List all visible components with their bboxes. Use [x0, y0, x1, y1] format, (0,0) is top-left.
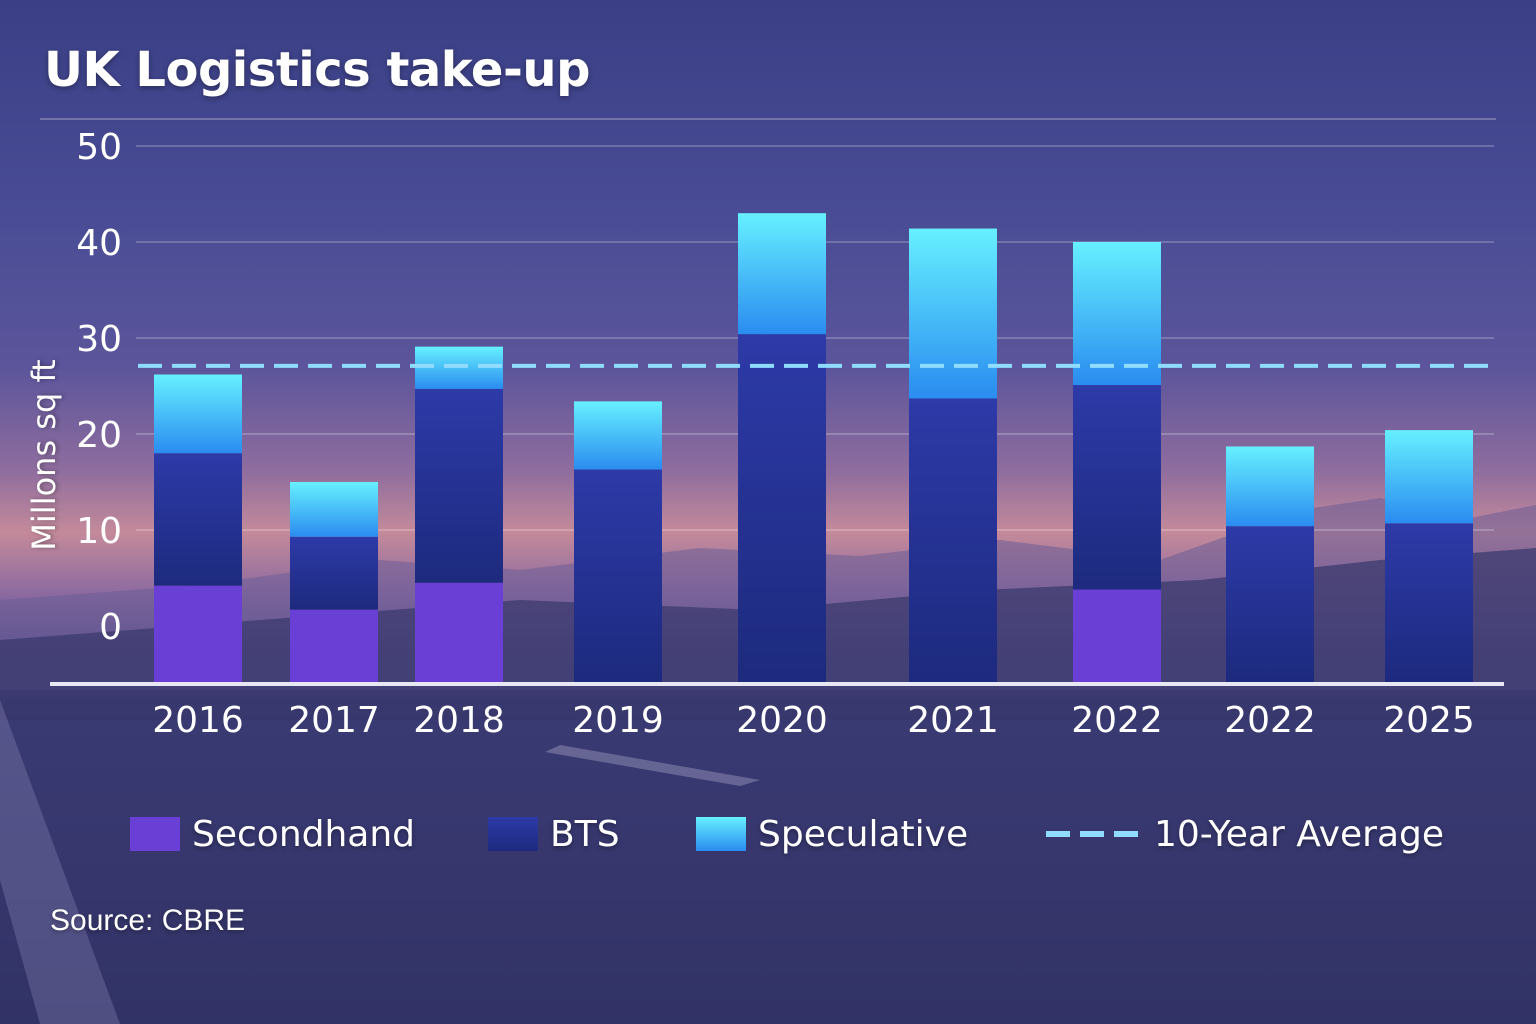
legend-swatch-10-year-average	[1046, 831, 1140, 837]
bar-speculative	[1226, 446, 1314, 527]
bar-bts	[290, 536, 378, 610]
bar-bts	[574, 469, 662, 682]
legend-label-secondhand: Secondhand	[192, 813, 416, 855]
y-tick-label: 30	[76, 319, 122, 360]
x-tick-label: 2022	[1071, 700, 1163, 741]
bar-bts	[909, 398, 997, 682]
legend-item-bts: BTS	[488, 806, 620, 862]
bar-bts	[415, 388, 503, 583]
legend-swatch-secondhand	[130, 817, 180, 851]
y-tick-label: 20	[76, 415, 122, 456]
x-tick-label: 2025	[1383, 700, 1475, 741]
bar-bts	[1073, 385, 1161, 590]
bar-bts	[1226, 526, 1314, 682]
chart-legend: Secondhand BTS Speculative 10-Year Avera…	[130, 806, 1470, 862]
bar-bts	[1385, 523, 1473, 682]
bar-secondhand	[1073, 589, 1161, 682]
bar-bts	[738, 334, 826, 682]
legend-swatch-speculative	[696, 817, 746, 851]
legend-swatch-bts	[488, 817, 538, 851]
bar-secondhand	[415, 582, 503, 682]
y-axis-label: Millons sq ft	[25, 359, 63, 551]
x-tick-label: 2022	[1224, 700, 1316, 741]
title-divider	[40, 118, 1496, 120]
chart-title: UK Logistics take-up	[44, 42, 590, 98]
legend-label-bts: BTS	[550, 813, 620, 855]
bar-secondhand	[154, 585, 242, 682]
bar-speculative	[1073, 242, 1161, 386]
bar-speculative	[738, 213, 826, 335]
bar-secondhand	[290, 609, 378, 682]
x-tick-label: 2020	[736, 700, 828, 741]
y-tick-label: 40	[76, 223, 122, 264]
x-tick-label: 2021	[907, 700, 999, 741]
bar-speculative	[1385, 430, 1473, 524]
legend-item-speculative: Speculative	[696, 806, 968, 862]
x-tick-label: 2018	[413, 700, 505, 741]
source-note: Source: CBRE	[50, 904, 246, 937]
legend-item-secondhand: Secondhand	[130, 806, 415, 862]
legend-label-speculative: Speculative	[758, 813, 969, 855]
legend-item-10-year-average: 10-Year Average	[1046, 806, 1444, 862]
bar-speculative	[290, 482, 378, 537]
y-tick-label: 0	[99, 607, 122, 648]
x-tick-label: 2019	[572, 700, 664, 741]
x-tick-label: 2017	[288, 700, 380, 741]
y-tick-label: 10	[76, 511, 122, 552]
x-tick-label: 2016	[152, 700, 244, 741]
bar-speculative	[909, 228, 997, 399]
bar-speculative	[574, 401, 662, 470]
bar-speculative	[154, 374, 242, 454]
bar-bts	[154, 453, 242, 586]
legend-label-10-year-average: 10-Year Average	[1154, 813, 1445, 855]
y-tick-label: 50	[76, 127, 122, 168]
